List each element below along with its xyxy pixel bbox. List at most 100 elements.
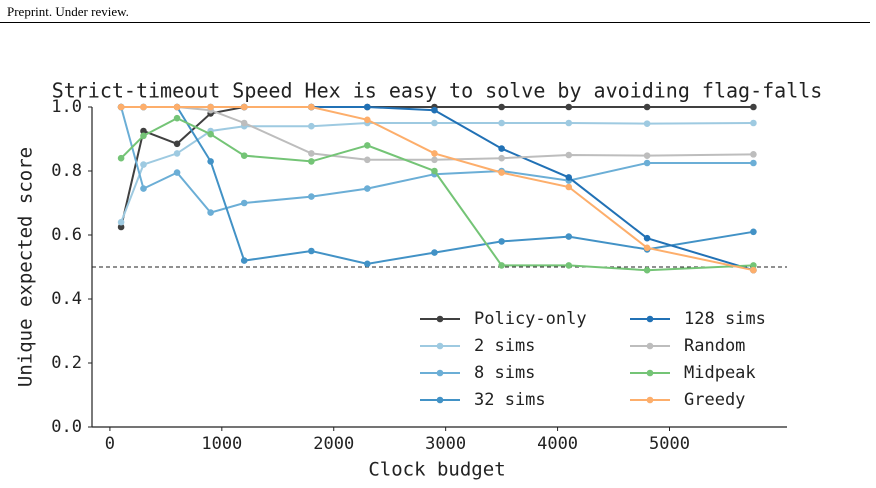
legend-marker	[646, 369, 654, 377]
data-point	[643, 244, 651, 252]
data-point	[431, 156, 438, 164]
legend-marker	[646, 396, 654, 404]
data-point	[240, 119, 248, 127]
data-point	[498, 154, 505, 162]
x-tick-label: 4000	[537, 434, 578, 454]
legend-label: Policy-only	[474, 309, 587, 329]
data-point	[750, 151, 757, 158]
legend-label: 2 sims	[474, 336, 535, 356]
data-point	[207, 158, 214, 165]
data-point	[643, 120, 651, 127]
data-point	[240, 257, 248, 264]
data-point	[117, 218, 125, 226]
header-text: Preprint. Under review.	[7, 4, 129, 19]
data-point	[308, 150, 315, 157]
data-point	[498, 262, 505, 269]
data-point	[308, 158, 315, 165]
data-point	[117, 154, 125, 162]
data-point	[140, 127, 147, 135]
data-point	[750, 228, 757, 236]
data-point	[364, 156, 371, 164]
data-point	[431, 167, 438, 175]
x-tick-label: 3000	[425, 434, 466, 454]
legend-label: Random	[684, 336, 745, 356]
data-point	[364, 116, 371, 124]
data-point	[750, 119, 757, 127]
data-point	[565, 262, 573, 269]
data-point	[207, 209, 214, 216]
data-point	[431, 249, 438, 256]
data-point	[565, 119, 573, 127]
data-point	[173, 114, 181, 122]
data-point	[140, 132, 147, 140]
y-tick-label: 0.2	[51, 353, 82, 373]
data-point	[207, 130, 214, 138]
data-point	[431, 150, 438, 157]
legend-label: Greedy	[684, 390, 745, 410]
data-point	[240, 199, 248, 207]
data-point	[750, 262, 757, 269]
data-point	[750, 159, 757, 167]
legend-label: Midpeak	[684, 363, 756, 383]
y-tick-label: 0.0	[51, 417, 82, 437]
legend-label: 128 sims	[684, 309, 766, 329]
data-point	[308, 122, 315, 130]
data-point	[173, 103, 181, 111]
header-rule	[0, 22, 870, 23]
series-line	[120, 117, 754, 272]
y-axis-label: Unique expected score	[15, 147, 37, 387]
data-point	[498, 238, 505, 245]
legend-marker	[436, 396, 444, 404]
data-point	[750, 266, 757, 274]
y-tick-label: 0.4	[51, 289, 82, 309]
y-tick-label: 0.6	[51, 225, 82, 245]
y-tick-label: 1.0	[51, 97, 82, 117]
data-point	[565, 103, 573, 111]
legend-label: 32 sims	[474, 390, 546, 410]
legend-marker	[436, 369, 444, 377]
data-point	[364, 142, 371, 149]
chart-title: Strict-timeout Speed Hex is easy to solv…	[52, 79, 823, 103]
data-point	[364, 260, 371, 268]
data-point	[750, 103, 757, 111]
data-point	[431, 119, 438, 127]
x-axis-label: Clock budget	[368, 459, 505, 481]
data-point	[173, 140, 181, 148]
data-point	[498, 119, 505, 127]
y-tick-label: 0.8	[51, 161, 82, 181]
data-point	[643, 103, 651, 111]
data-point	[565, 233, 573, 240]
data-point	[240, 103, 248, 111]
legend-marker	[646, 315, 654, 323]
data-point	[140, 161, 147, 168]
series-line	[120, 106, 754, 228]
data-point	[207, 103, 214, 111]
data-point	[308, 103, 315, 111]
legend-marker	[436, 342, 444, 350]
data-point	[308, 193, 315, 200]
data-point	[565, 174, 573, 181]
series-line	[120, 122, 754, 223]
data-point	[140, 185, 147, 192]
data-point	[117, 223, 125, 231]
x-tick-label: 1000	[201, 434, 242, 454]
data-point	[173, 150, 181, 157]
data-point	[643, 234, 651, 242]
series-line	[120, 106, 754, 214]
x-tick-label: 2000	[313, 434, 354, 454]
data-point	[364, 185, 371, 192]
data-point	[431, 106, 438, 114]
legend-marker	[436, 315, 444, 323]
data-point	[173, 169, 181, 176]
data-point	[565, 183, 573, 191]
data-point	[643, 266, 651, 274]
data-point	[498, 103, 505, 111]
x-tick-label: 0	[105, 434, 115, 454]
data-point	[643, 159, 651, 167]
data-point	[643, 152, 651, 159]
x-tick-label: 5000	[649, 434, 690, 454]
data-point	[364, 103, 371, 111]
data-point	[498, 145, 505, 152]
